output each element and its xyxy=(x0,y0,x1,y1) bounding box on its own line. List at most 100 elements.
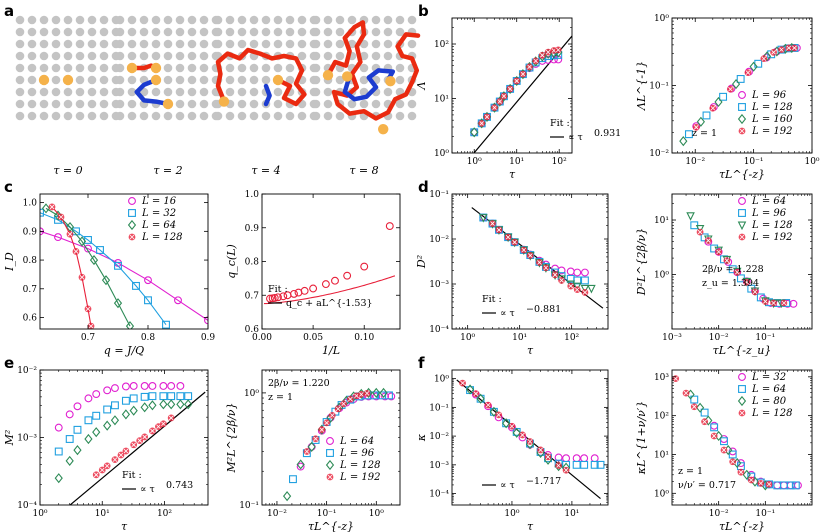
data-point xyxy=(372,387,381,398)
data-point xyxy=(331,276,339,285)
data-point-cross xyxy=(509,423,515,429)
lattice-site xyxy=(323,111,333,121)
lattice-site xyxy=(285,39,295,49)
data-point xyxy=(580,276,589,285)
y-axis-label: I_D xyxy=(3,252,16,272)
time-label-4: τ = 4 xyxy=(251,164,280,177)
data-point-cross xyxy=(792,45,797,51)
spinon xyxy=(62,74,74,86)
x-axis-label: τ xyxy=(121,520,128,532)
data-point xyxy=(573,276,582,285)
data-point xyxy=(140,402,149,413)
data-point-cross xyxy=(161,421,166,427)
x-axis-label: q = J/Q xyxy=(104,344,144,357)
data-point xyxy=(695,224,705,234)
lattice-site xyxy=(115,87,125,97)
lattice-site xyxy=(163,27,173,37)
data-point xyxy=(129,394,138,403)
lattice-site xyxy=(199,27,209,37)
lattice-site xyxy=(27,51,37,61)
legend-entry: L = 80 xyxy=(751,396,787,407)
lattice-site xyxy=(359,75,369,85)
data-point xyxy=(572,454,581,463)
data-point xyxy=(92,427,101,438)
lattice-site xyxy=(151,111,161,121)
lattice-site xyxy=(51,75,61,85)
lattice-site xyxy=(237,99,247,109)
data-point xyxy=(326,449,334,457)
chart-f1: 10⁰ 10¹ 10⁻⁴ 10⁻³ 10⁻² 10⁻¹ 10⁰ τ κ ∝ τ −1.717 xyxy=(415,369,609,532)
x-tick-label: 10² xyxy=(564,333,579,343)
lattice-site xyxy=(115,15,125,25)
y-tick-label: 1.0 xyxy=(245,190,260,200)
legend-entry: L = 192 xyxy=(751,232,792,243)
lattice-site xyxy=(237,39,247,49)
data-point xyxy=(580,454,589,463)
lattice-site xyxy=(39,27,49,37)
chart-e1: 10⁰ 10¹ 10² 10⁻⁴ 10⁻³ 10⁻² τ M² Fit : ∝ τ 0.743 xyxy=(3,366,209,532)
data-point xyxy=(742,469,751,480)
lattice-site xyxy=(395,27,405,37)
lattice-site xyxy=(213,15,223,25)
lattice-site xyxy=(51,51,61,61)
data-point xyxy=(489,406,499,417)
lattice-site xyxy=(27,63,37,73)
data-point xyxy=(714,96,723,108)
data-point-cross xyxy=(555,47,561,53)
data-point xyxy=(786,481,795,490)
data-point xyxy=(89,254,99,266)
x-tick-label: 10⁻³ xyxy=(662,333,682,343)
data-point xyxy=(129,382,138,390)
data-point-cross xyxy=(739,128,745,134)
lattice-site xyxy=(407,15,417,25)
chart-c1: 0.7 0.8 0.9 0.6 0.7 0.8 0.9 1.0 q = J/Q I_D L = 16… xyxy=(3,193,215,357)
y-axis-label: Λ xyxy=(415,81,428,90)
lattice-site xyxy=(175,111,185,121)
data-point-cross xyxy=(490,221,495,226)
data-point xyxy=(121,396,130,405)
y-tick-label: 10⁰ xyxy=(434,375,449,385)
legend-entry: L = 128 xyxy=(751,102,792,113)
axes-frame xyxy=(671,369,813,506)
x-tick-label: 0.8 xyxy=(141,333,156,343)
data-point-cross xyxy=(168,415,174,421)
panel-a-lattices xyxy=(15,15,421,135)
lattice-site xyxy=(359,63,369,73)
y-tick-label: 10² xyxy=(434,40,449,50)
lattice-site xyxy=(213,111,223,121)
data-point xyxy=(84,433,93,445)
data-point-cross xyxy=(683,390,689,396)
lattice-site xyxy=(323,87,333,97)
x-tick-label: 10⁻² xyxy=(685,157,705,167)
fit-line xyxy=(69,391,206,505)
lattice-site xyxy=(395,75,405,85)
data-point-cross xyxy=(521,247,527,253)
data-point-cross xyxy=(734,269,740,275)
lattice-site xyxy=(395,15,405,25)
lattice-site xyxy=(261,15,271,25)
lattice-site xyxy=(187,111,197,121)
legend-entry: L = 32 xyxy=(751,372,786,383)
data-point-cross xyxy=(327,474,333,480)
x-tick-label: 10² xyxy=(552,157,567,167)
data-point xyxy=(736,75,745,83)
y-tick-label: 0.8 xyxy=(245,258,260,268)
series-0 xyxy=(54,382,185,432)
fit-exponent: 0.931 xyxy=(594,128,621,139)
y-tick-label: 10⁰ xyxy=(654,489,669,499)
y-axis-label: M²L^{2β/ν} xyxy=(225,403,238,474)
legend-entry: L = 96 xyxy=(751,208,787,219)
data-point xyxy=(580,460,589,469)
data-point xyxy=(596,460,605,469)
data-point-cross xyxy=(781,300,787,306)
data-point-cross xyxy=(771,300,776,306)
lattice-site xyxy=(383,39,393,49)
y-axis-label: κL^{1+ν/ν′} xyxy=(635,401,648,476)
plot-area xyxy=(672,375,802,491)
lattice-site xyxy=(99,75,109,85)
y-tick-label: 0.8 xyxy=(23,256,38,266)
lattice-site xyxy=(249,27,259,37)
y-tick-label: 0.9 xyxy=(23,227,38,237)
annotation: 2β/ν = 1.228 xyxy=(702,264,764,275)
lattice-site xyxy=(175,15,185,25)
